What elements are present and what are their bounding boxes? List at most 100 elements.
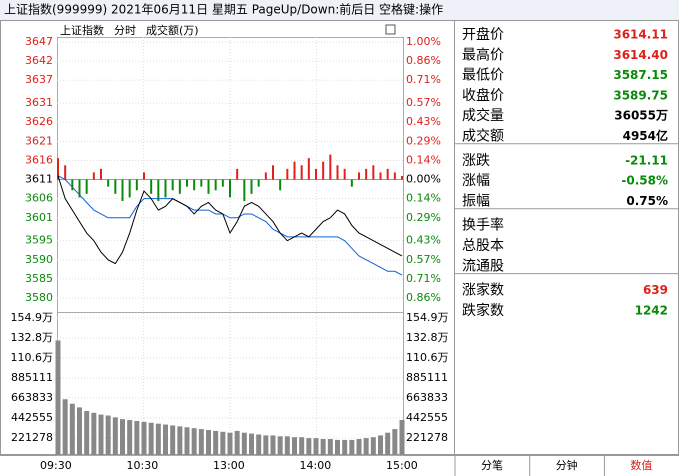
panel-label: 涨家数	[462, 282, 504, 299]
pct-tick-label: 0.86%	[406, 291, 441, 304]
volume-tick-label: 442555	[11, 411, 53, 424]
pct-tick-label: 0.00%	[406, 173, 441, 186]
volume-bar	[77, 407, 82, 455]
time-label: 09:30	[40, 459, 72, 472]
volume-bar	[170, 425, 176, 455]
pct-tick-label: 1.00%	[406, 35, 441, 48]
pct-tick-label: 0.57%	[406, 253, 441, 266]
volume-bar	[378, 435, 383, 455]
volume-bar	[392, 429, 398, 455]
volume-bar	[270, 435, 276, 455]
volume-bar	[112, 417, 118, 455]
volume-bar	[256, 434, 262, 455]
volume-bar	[220, 431, 226, 455]
panel-label: 成交额	[462, 128, 504, 145]
volume-bar	[349, 439, 355, 455]
price-tick-label: 3601	[25, 211, 53, 224]
pct-tick-label: 0.29%	[406, 134, 441, 147]
pct-tick-label: 0.43%	[406, 115, 441, 128]
volume-bar	[363, 438, 369, 455]
volume-bar	[327, 439, 333, 455]
volume-bar	[263, 435, 269, 455]
volume-bar	[320, 439, 326, 455]
volume-bar	[155, 423, 161, 455]
price-tick-label: 3611	[25, 173, 53, 186]
volume-bar	[356, 439, 362, 455]
panel-label: 最低价	[462, 68, 504, 84]
volume-bar	[141, 421, 147, 455]
pct-tick-label: 0.57%	[406, 96, 441, 109]
volume-tick-label-right: 132.8万	[406, 331, 449, 344]
volume-bar	[342, 439, 348, 455]
volume-bar	[313, 438, 319, 455]
tab[interactable]: 分钟	[556, 458, 578, 472]
time-label: 10:30	[127, 459, 159, 472]
volume-bar	[177, 426, 183, 455]
pct-tick-label: 0.14%	[406, 153, 441, 166]
volume-bar	[127, 420, 133, 455]
volume-bar	[84, 411, 90, 455]
pct-tick-label: 0.71%	[406, 272, 441, 285]
volume-bar	[399, 420, 405, 455]
volume-bar	[98, 414, 104, 455]
price-tick-label: 3637	[25, 73, 53, 86]
menu-icon[interactable]	[385, 24, 396, 35]
panel-value: 639	[643, 283, 668, 297]
price-tick-label: 3580	[25, 291, 53, 304]
volume-tick-label: 132.8万	[11, 331, 54, 344]
chart-caption: 上证指数	[60, 23, 104, 37]
volume-bar	[163, 424, 168, 455]
volume-bar	[284, 436, 290, 455]
pct-tick-label: 0.14%	[406, 192, 441, 205]
panel-value: -21.11	[625, 153, 668, 167]
price-tick-label: 3647	[25, 35, 53, 48]
volume-tick-label: 110.6万	[11, 351, 54, 364]
volume-bar	[62, 399, 68, 455]
volume-bar	[191, 428, 197, 455]
price-tick-label: 3616	[25, 153, 53, 166]
panel-label: 换手率	[462, 217, 504, 234]
panel-value: 3614.40	[613, 48, 668, 62]
volume-bar	[306, 438, 312, 455]
tab[interactable]: 数值	[630, 459, 652, 472]
volume-bar	[120, 419, 125, 455]
panel-value: 3587.15	[613, 68, 668, 82]
volume-bar	[91, 412, 97, 455]
price-tick-label: 3626	[25, 115, 53, 128]
chart-caption: 分时	[114, 24, 136, 37]
volume-bar	[277, 436, 283, 455]
volume-bar	[335, 439, 340, 455]
price-tick-label: 3642	[25, 54, 53, 67]
chart-caption: 成交额(万)	[146, 23, 199, 37]
panel-label: 收盘价	[462, 87, 504, 104]
volume-bar	[249, 433, 254, 455]
chart-frame	[0, 20, 455, 455]
panel-label: 流通股	[462, 258, 504, 274]
average-line	[57, 175, 403, 276]
pct-tick-label: 0.86%	[406, 54, 441, 67]
volume-tick-label: 221278	[11, 431, 53, 444]
volume-bar	[227, 432, 233, 455]
price-tick-label: 3621	[25, 134, 53, 147]
price-tick-label: 3595	[25, 234, 53, 247]
volume-bar	[105, 415, 111, 455]
panel-value: 3614.11	[613, 28, 668, 42]
time-label: 14:00	[300, 459, 332, 472]
panel-label: 跌家数	[462, 302, 504, 319]
price-tick-label: 3590	[25, 253, 53, 266]
panel-value: 3589.75	[613, 88, 668, 102]
panel-label: 涨跌	[462, 153, 490, 169]
volume-tick-label: 154.9万	[11, 311, 54, 324]
price-tick-label: 3606	[25, 192, 53, 205]
panel-label: 振幅	[462, 193, 490, 209]
price-tick-label: 3585	[25, 272, 53, 285]
panel-label: 最高价	[462, 46, 504, 63]
tab[interactable]: 分笔	[481, 458, 503, 472]
pct-tick-label: 0.71%	[406, 73, 441, 86]
volume-bar	[241, 432, 247, 455]
volume-bar	[370, 437, 376, 455]
panel-value: 1242	[635, 303, 668, 317]
pct-tick-label: 0.29%	[406, 211, 441, 224]
